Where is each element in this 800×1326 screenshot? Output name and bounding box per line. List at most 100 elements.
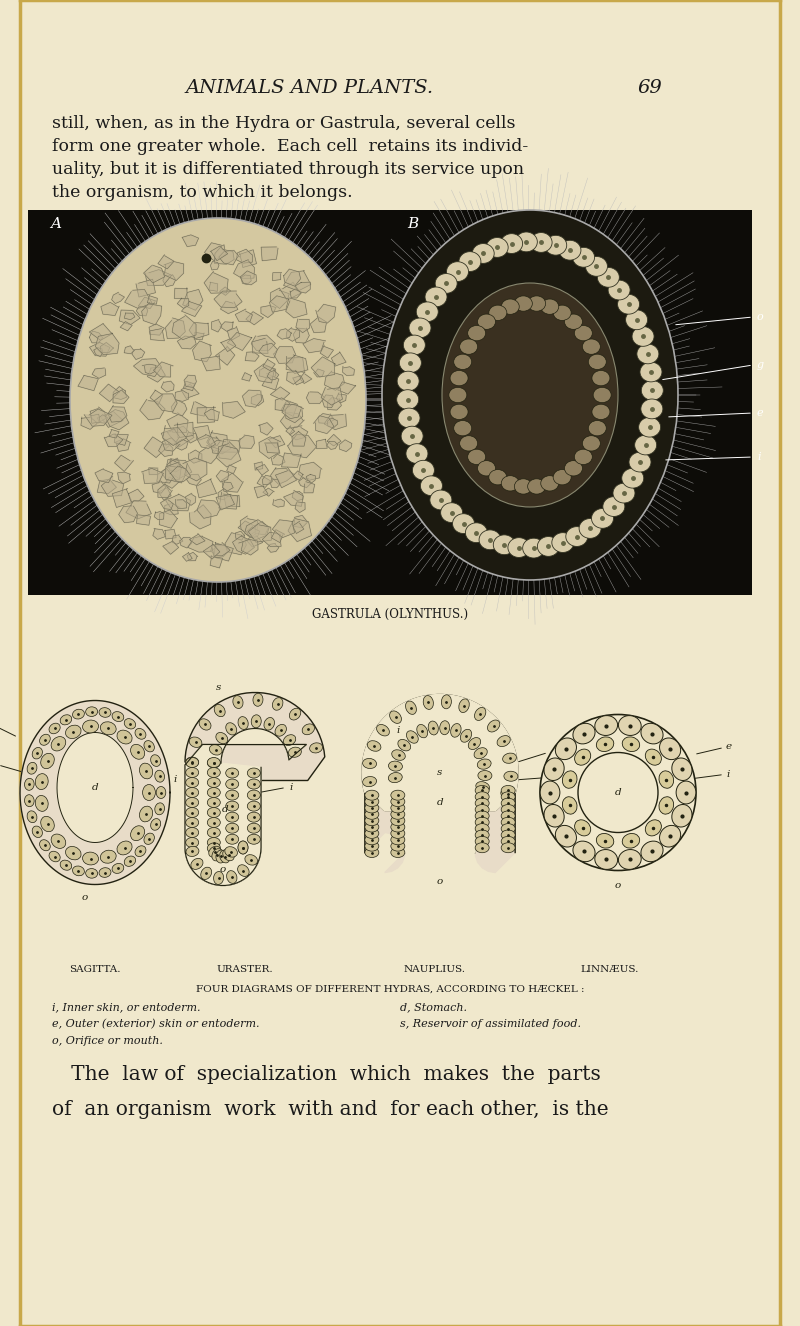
Polygon shape [295,282,310,293]
Ellipse shape [475,837,489,846]
Polygon shape [254,487,268,499]
Ellipse shape [156,786,166,798]
Polygon shape [295,503,305,513]
Polygon shape [216,495,234,511]
Polygon shape [306,475,315,483]
Polygon shape [222,402,246,418]
Ellipse shape [186,808,198,818]
Ellipse shape [582,436,600,451]
Text: d: d [437,798,443,808]
Polygon shape [158,443,173,456]
Polygon shape [190,533,205,545]
Polygon shape [172,314,196,339]
Ellipse shape [389,761,402,772]
Polygon shape [254,461,262,471]
Ellipse shape [501,789,514,800]
Polygon shape [327,398,342,410]
Ellipse shape [474,748,487,758]
Polygon shape [138,297,156,309]
Polygon shape [236,249,253,263]
Ellipse shape [401,426,423,446]
Ellipse shape [641,399,663,419]
Ellipse shape [596,737,614,752]
Ellipse shape [454,420,472,436]
Polygon shape [81,416,97,430]
Polygon shape [316,439,327,448]
Polygon shape [256,464,269,475]
Ellipse shape [489,469,507,485]
Ellipse shape [515,232,538,252]
Polygon shape [257,475,270,488]
Polygon shape [282,404,304,419]
Ellipse shape [586,256,607,276]
Ellipse shape [100,721,116,735]
Polygon shape [240,271,257,285]
Ellipse shape [99,867,111,878]
Polygon shape [132,349,145,359]
Ellipse shape [112,712,124,721]
Polygon shape [90,407,106,423]
Ellipse shape [144,741,154,752]
Polygon shape [286,328,299,341]
Ellipse shape [186,757,198,768]
Polygon shape [158,255,174,269]
Polygon shape [108,406,127,422]
Polygon shape [99,385,119,402]
Polygon shape [284,269,301,286]
Ellipse shape [273,697,283,711]
Ellipse shape [593,387,611,403]
Polygon shape [273,273,282,281]
Ellipse shape [391,847,405,858]
Ellipse shape [588,354,606,370]
Text: e, Outer (exterior) skin or entoderm.: e, Outer (exterior) skin or entoderm. [52,1018,259,1029]
Ellipse shape [486,237,508,257]
Ellipse shape [460,729,472,743]
Polygon shape [165,529,176,540]
Ellipse shape [450,370,468,386]
Polygon shape [210,247,228,261]
Ellipse shape [186,757,198,766]
Polygon shape [84,408,112,426]
Ellipse shape [207,757,220,768]
Ellipse shape [201,867,212,879]
Ellipse shape [553,469,571,485]
Ellipse shape [275,724,286,736]
Ellipse shape [216,732,228,744]
Polygon shape [290,426,308,440]
Ellipse shape [210,745,222,754]
Ellipse shape [475,843,489,853]
Polygon shape [142,365,156,374]
Ellipse shape [608,280,630,300]
Ellipse shape [27,810,37,822]
Polygon shape [218,489,230,500]
Ellipse shape [501,785,515,796]
Circle shape [540,715,696,870]
Polygon shape [294,328,310,343]
Ellipse shape [472,244,494,264]
Polygon shape [222,473,243,492]
Ellipse shape [591,508,614,528]
Ellipse shape [130,744,145,760]
Polygon shape [174,288,188,300]
Polygon shape [259,366,276,378]
Ellipse shape [150,818,161,830]
Polygon shape [322,395,335,407]
Polygon shape [166,412,188,432]
Ellipse shape [460,339,478,354]
Text: of  an organism  work  with and  for each other,  is the: of an organism work with and for each ot… [52,1101,609,1119]
Text: LINNÆUS.: LINNÆUS. [581,965,639,975]
Polygon shape [100,342,114,353]
Polygon shape [147,296,158,304]
Polygon shape [270,387,290,400]
Polygon shape [211,542,230,556]
Ellipse shape [377,724,390,736]
Ellipse shape [413,460,434,480]
Polygon shape [165,477,179,488]
Text: i, Inner skin, or entoderm.: i, Inner skin, or entoderm. [52,1002,201,1012]
Ellipse shape [559,240,581,260]
Polygon shape [258,423,273,435]
Polygon shape [300,371,312,383]
Polygon shape [218,442,238,459]
Ellipse shape [574,450,592,464]
Polygon shape [149,324,165,335]
